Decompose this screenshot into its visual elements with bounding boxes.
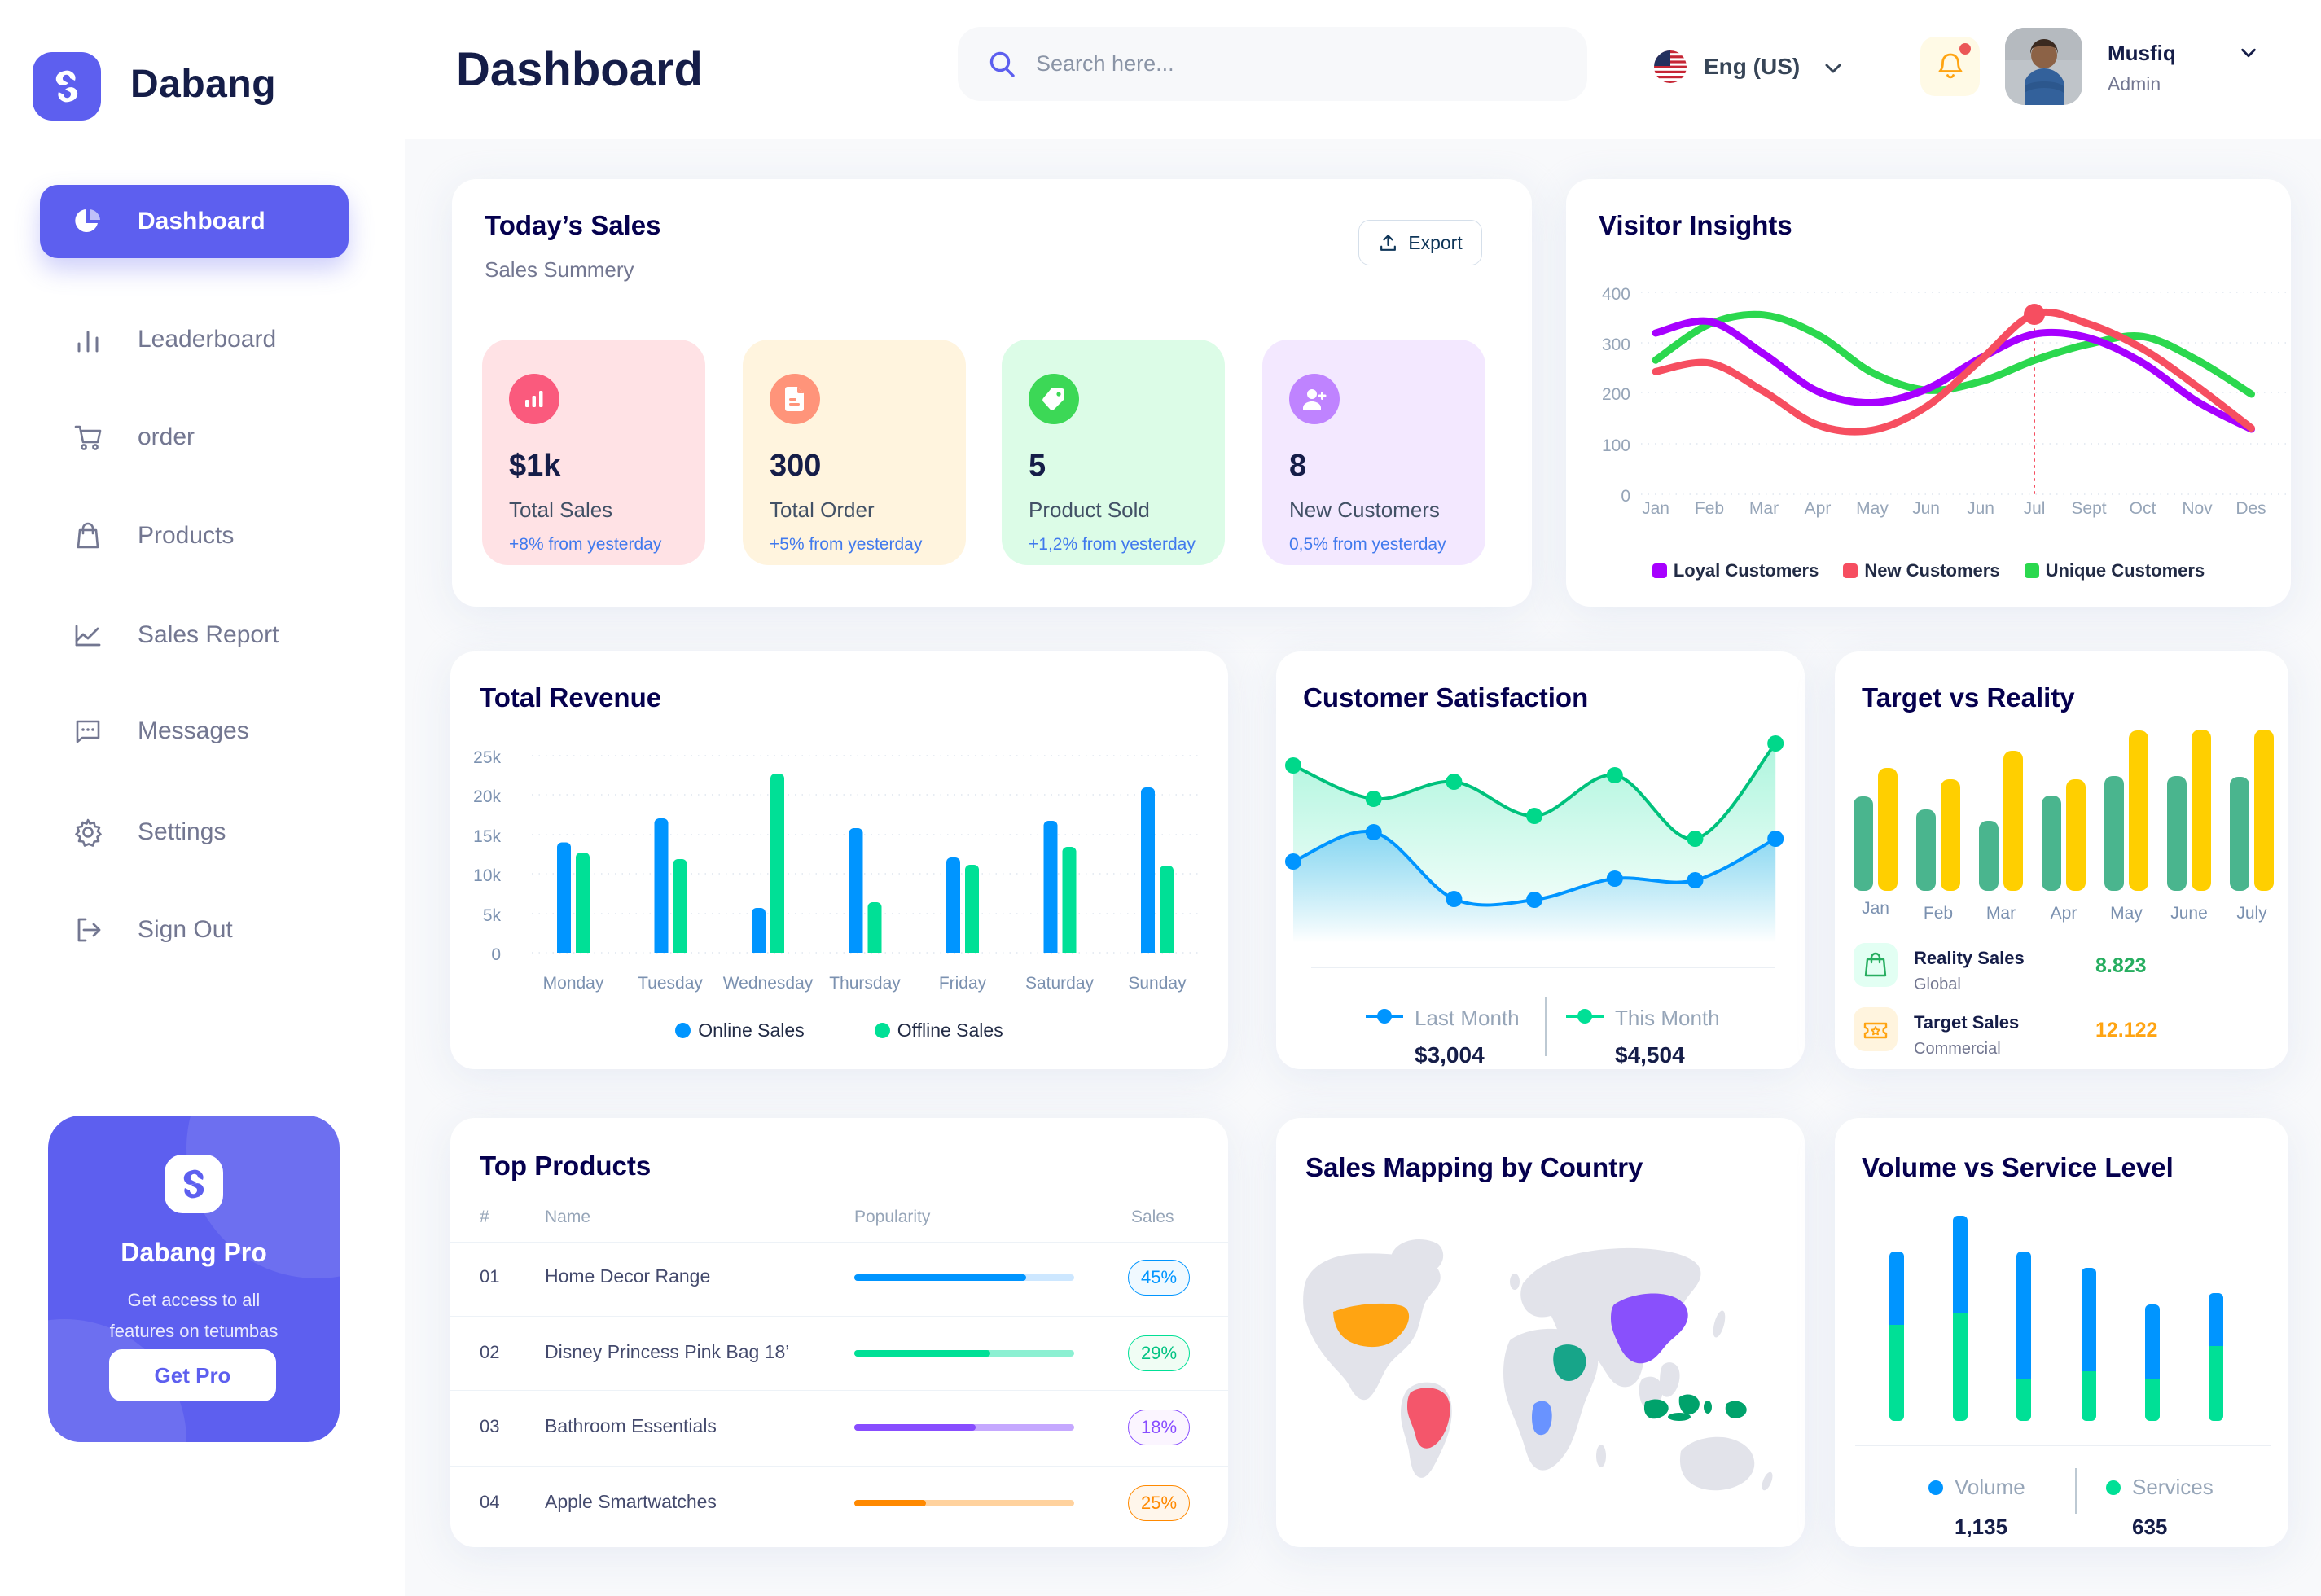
svg-text:May: May bbox=[2110, 904, 2143, 923]
svg-text:Feb: Feb bbox=[1695, 499, 1724, 518]
svg-text:400: 400 bbox=[1602, 285, 1630, 304]
svg-text:Mar: Mar bbox=[1986, 904, 2016, 923]
svg-text:Jan: Jan bbox=[1642, 499, 1669, 518]
svg-text:Jun: Jun bbox=[1967, 499, 1994, 518]
svg-text:Nov: Nov bbox=[2182, 499, 2213, 518]
svg-text:Saturday: Saturday bbox=[1025, 974, 1095, 993]
svg-text:Friday: Friday bbox=[939, 974, 987, 993]
svg-text:0: 0 bbox=[491, 945, 501, 964]
svg-text:Mar: Mar bbox=[1749, 499, 1779, 518]
svg-text:Oct: Oct bbox=[2130, 499, 2156, 518]
svg-text:July: July bbox=[2236, 904, 2267, 923]
svg-text:Feb: Feb bbox=[1924, 904, 1953, 923]
svg-text:Jul: Jul bbox=[2024, 499, 2046, 518]
svg-text:Apr: Apr bbox=[2051, 904, 2077, 923]
svg-text:Thursday: Thursday bbox=[829, 974, 901, 993]
svg-text:Sept: Sept bbox=[2071, 499, 2106, 518]
svg-text:June: June bbox=[2170, 904, 2208, 923]
svg-text:Tuesday: Tuesday bbox=[638, 974, 703, 993]
svg-text:10k: 10k bbox=[473, 866, 501, 885]
svg-text:Apr: Apr bbox=[1805, 499, 1832, 518]
svg-text:20k: 20k bbox=[473, 787, 501, 806]
svg-text:15k: 15k bbox=[473, 827, 501, 846]
svg-text:Des: Des bbox=[2235, 499, 2266, 518]
svg-text:300: 300 bbox=[1602, 335, 1630, 354]
svg-text:5k: 5k bbox=[483, 906, 502, 925]
svg-text:Wednesday: Wednesday bbox=[723, 974, 814, 993]
svg-text:25k: 25k bbox=[473, 748, 501, 767]
svg-text:Sunday: Sunday bbox=[1128, 974, 1187, 993]
svg-text:Monday: Monday bbox=[543, 974, 604, 993]
svg-text:Jun: Jun bbox=[1912, 499, 1940, 518]
svg-text:Jan: Jan bbox=[1862, 899, 1889, 918]
svg-text:100: 100 bbox=[1602, 436, 1630, 455]
svg-text:200: 200 bbox=[1602, 385, 1630, 404]
svg-text:0: 0 bbox=[1621, 487, 1630, 506]
svg-text:May: May bbox=[1856, 499, 1889, 518]
